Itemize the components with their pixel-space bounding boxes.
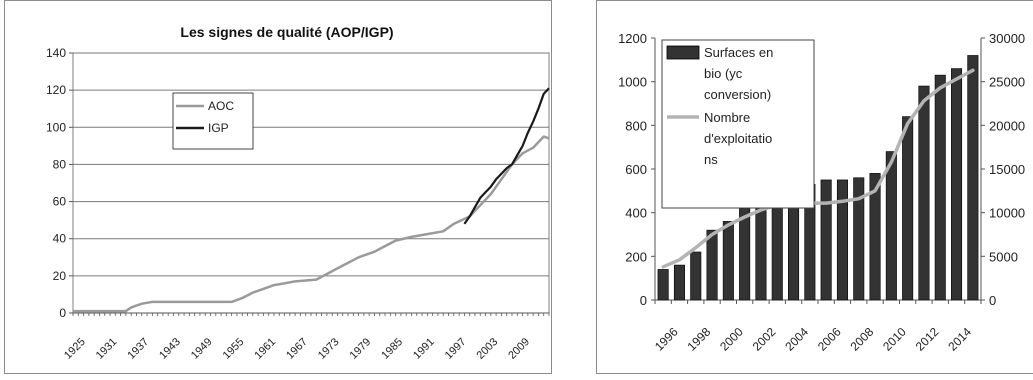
x-tick-label: 1943 <box>157 336 183 362</box>
y-tick-label: 20 <box>53 269 67 283</box>
plot-area <box>72 52 550 314</box>
bar <box>706 229 718 301</box>
bar <box>902 116 914 301</box>
legend-label: IGP <box>208 121 229 135</box>
bar <box>967 55 979 301</box>
chart-title: Les signes de qualité (AOP/IGP) <box>180 24 393 40</box>
x-tick-label: 2009 <box>506 336 532 362</box>
y-right-tick-label: 30000 <box>989 31 1025 46</box>
y-tick-label: 140 <box>46 46 66 60</box>
legend-box <box>172 92 254 150</box>
y-right-tick-label: 0 <box>989 293 996 308</box>
x-tick-label: 1985 <box>379 336 405 362</box>
x-tick-label: 1967 <box>284 336 310 362</box>
y-left-tick-label: 0 <box>640 293 647 308</box>
x-tick-label: 1996 <box>652 325 681 354</box>
x-tick-label: 2003 <box>475 336 501 362</box>
y-tick-label: 100 <box>46 120 66 134</box>
x-tick-label: 1931 <box>94 336 120 362</box>
legend-box <box>661 39 815 209</box>
legend-label-line: ns <box>704 152 718 167</box>
bar <box>885 151 897 301</box>
bar <box>820 179 832 301</box>
legend-label-bar: conversion) <box>704 87 771 102</box>
legend-label-line: d'exploitatio <box>704 131 772 146</box>
bar <box>673 264 685 301</box>
x-tick-label: 1925 <box>62 336 88 362</box>
y-right-tick-label: 15000 <box>989 162 1025 177</box>
x-tick-label: 2004 <box>782 325 811 354</box>
x-tick-label: 2012 <box>913 325 942 354</box>
y-tick-label: 40 <box>53 232 67 246</box>
x-tick-label: 2006 <box>815 325 844 354</box>
x-tick-label: 1979 <box>348 336 374 362</box>
bar <box>918 85 930 301</box>
y-right-tick-label: 20000 <box>989 118 1025 133</box>
x-tick-label: 1991 <box>411 336 437 362</box>
legend-label-bar: bio (yc <box>704 66 743 81</box>
bar <box>951 68 963 301</box>
y-tick-label: 120 <box>46 83 66 97</box>
bar <box>657 269 669 301</box>
series-line-exploitations <box>661 68 975 269</box>
legend-label-bar: Surfaces en <box>704 45 773 60</box>
series-line-igp <box>463 87 550 225</box>
y-right-tick-label: 10000 <box>989 206 1025 221</box>
x-tick-label: 1937 <box>125 336 151 362</box>
y-left-tick-label: 400 <box>625 206 647 221</box>
x-tick-label: 1997 <box>443 336 469 362</box>
x-tick-label: 1955 <box>221 336 247 362</box>
quality-signs-line-chart: Les signes de qualité (AOP/IGP) 0 20 40 60 8… <box>46 24 550 362</box>
x-tick-label: 2008 <box>848 325 877 354</box>
y-right-tick-label: 5000 <box>989 249 1018 264</box>
legend: AOC IGP <box>172 92 254 150</box>
legend: Surfaces en bio (yc conversion) Nombre d'exp… <box>661 39 815 209</box>
left-chart-panel: Les signes de qualité (AOP/IGP) 0 20 40 60 8… <box>4 0 552 374</box>
bar <box>934 74 946 301</box>
x-tick-label: 2002 <box>750 325 779 354</box>
y-right-tick-label: 25000 <box>989 75 1025 90</box>
y-tick-label: 60 <box>53 195 67 209</box>
x-tick-label: 1973 <box>316 336 342 362</box>
bar <box>869 173 881 301</box>
y-tick-label: 80 <box>53 157 67 171</box>
bar <box>853 177 865 301</box>
y-left-tick-label: 200 <box>625 249 647 264</box>
x-tick-label: 1961 <box>252 336 278 362</box>
legend-label: AOC <box>208 99 234 113</box>
x-tick-label: 2000 <box>717 325 746 354</box>
x-tick-label: 2014 <box>945 325 974 354</box>
series-line-aoc <box>73 135 550 313</box>
x-tick-label: 1949 <box>189 336 215 362</box>
legend-swatch-bar <box>666 45 700 60</box>
y-tick-label: 0 <box>59 306 66 320</box>
x-tick-label: 2010 <box>880 325 909 354</box>
y-left-tick-label: 1200 <box>618 31 647 46</box>
right-chart-panel: 0 200 400 600 800 1000 1200 0 5000 10000 15000 2000… <box>596 0 1033 374</box>
bar <box>739 208 751 301</box>
bar <box>836 179 848 301</box>
y-left-tick-label: 1000 <box>618 75 647 90</box>
y-left-tick-label: 600 <box>625 162 647 177</box>
organic-surface-chart: 0 200 400 600 800 1000 1200 0 5000 10000 15000 2000… <box>618 31 1025 354</box>
bar <box>690 251 702 301</box>
bar <box>722 221 734 301</box>
legend-label-line: Nombre <box>704 110 750 125</box>
x-tick-label: 1998 <box>685 325 714 354</box>
y-left-tick-label: 800 <box>625 118 647 133</box>
